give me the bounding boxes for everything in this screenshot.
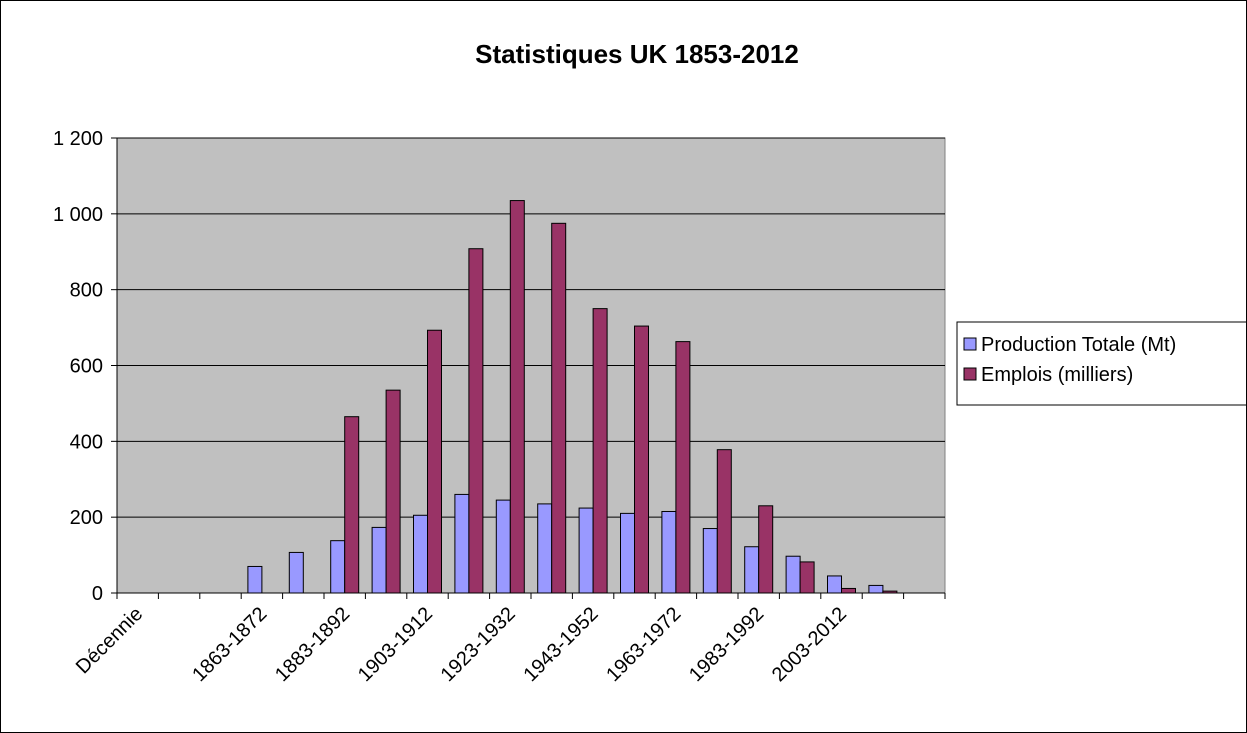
- bar-production-13: [661, 510, 677, 594]
- x-tick-label-11: 1943-1952: [519, 603, 602, 686]
- bar-production-12: [620, 512, 635, 594]
- bar-production-3: [247, 565, 263, 594]
- x-tick-label-0: Décennie: [72, 603, 147, 678]
- x-tick-label-13: 1963-1972: [602, 603, 685, 686]
- gridlines: [117, 137, 945, 518]
- y-tick-label-2: 400: [70, 431, 103, 453]
- bar-emplois-17: [841, 587, 856, 594]
- y-tick-label-3: 600: [70, 356, 103, 378]
- bar-emplois-12: [634, 325, 649, 594]
- bar-production-6: [371, 526, 387, 594]
- x-tick-labels: Décennie 1863-1872 1883-1892 1903-1912 1923-…: [72, 603, 851, 686]
- y-tick-labels: 0 200 400 600 800 1 000 1 200: [53, 128, 103, 605]
- bar-emplois-14: [716, 449, 732, 594]
- y-tick-label-1: 200: [70, 507, 103, 529]
- bar-production-9: [495, 499, 511, 594]
- bar-emplois-15: [758, 505, 774, 594]
- bar-emplois-6: [385, 389, 401, 594]
- bar-production-16: [785, 555, 801, 594]
- legend-label-0: Production Totale (Mt): [981, 334, 1176, 356]
- bar-emplois-11: [592, 308, 608, 594]
- legend: Production Totale (Mt) Emplois (milliers): [956, 321, 1246, 406]
- bar-production-17: [827, 575, 842, 594]
- bar-emplois-7: [427, 329, 442, 594]
- y-tick-label-5: 1 000: [53, 204, 103, 226]
- y-tick-label-6: 1 200: [53, 128, 103, 150]
- bar-emplois-9: [509, 200, 525, 594]
- x-tick-label-17: 2003-2012: [768, 603, 851, 686]
- bar-emplois-5: [344, 416, 360, 594]
- bar-emplois-16: [799, 561, 815, 594]
- bar-emplois-13: [675, 341, 691, 594]
- bars: [247, 200, 898, 594]
- bar-emplois-10: [551, 222, 567, 594]
- x-tick-label-7: 1903-1912: [354, 603, 437, 686]
- x-tick-label-5: 1883-1892: [271, 603, 354, 686]
- axes: [111, 137, 946, 599]
- x-tick-label-15: 1983-1992: [685, 603, 768, 686]
- bar-production-14: [702, 528, 718, 594]
- legend-swatch-0: [963, 337, 977, 351]
- chart-title: Statistiques UK 1853-2012: [475, 39, 799, 69]
- legend-box: [956, 321, 1246, 406]
- bar-production-15: [744, 546, 760, 594]
- bar-production-18: [868, 584, 884, 594]
- bar-production-8: [454, 493, 470, 594]
- legend-swatch-1: [963, 367, 977, 381]
- bar-production-5: [330, 540, 346, 594]
- bar-production-7: [413, 514, 428, 594]
- x-tick-label-3: 1863-1872: [188, 603, 271, 686]
- x-tick-label-9: 1923-1932: [437, 603, 520, 686]
- bar-production-4: [288, 551, 304, 594]
- y-tick-label-4: 800: [70, 280, 103, 302]
- legend-label-1: Emplois (milliers): [981, 364, 1133, 386]
- y-tick-label-0: 0: [92, 583, 103, 605]
- bar-production-10: [537, 503, 553, 594]
- bar-production-11: [578, 507, 594, 594]
- bar-emplois-8: [468, 248, 484, 594]
